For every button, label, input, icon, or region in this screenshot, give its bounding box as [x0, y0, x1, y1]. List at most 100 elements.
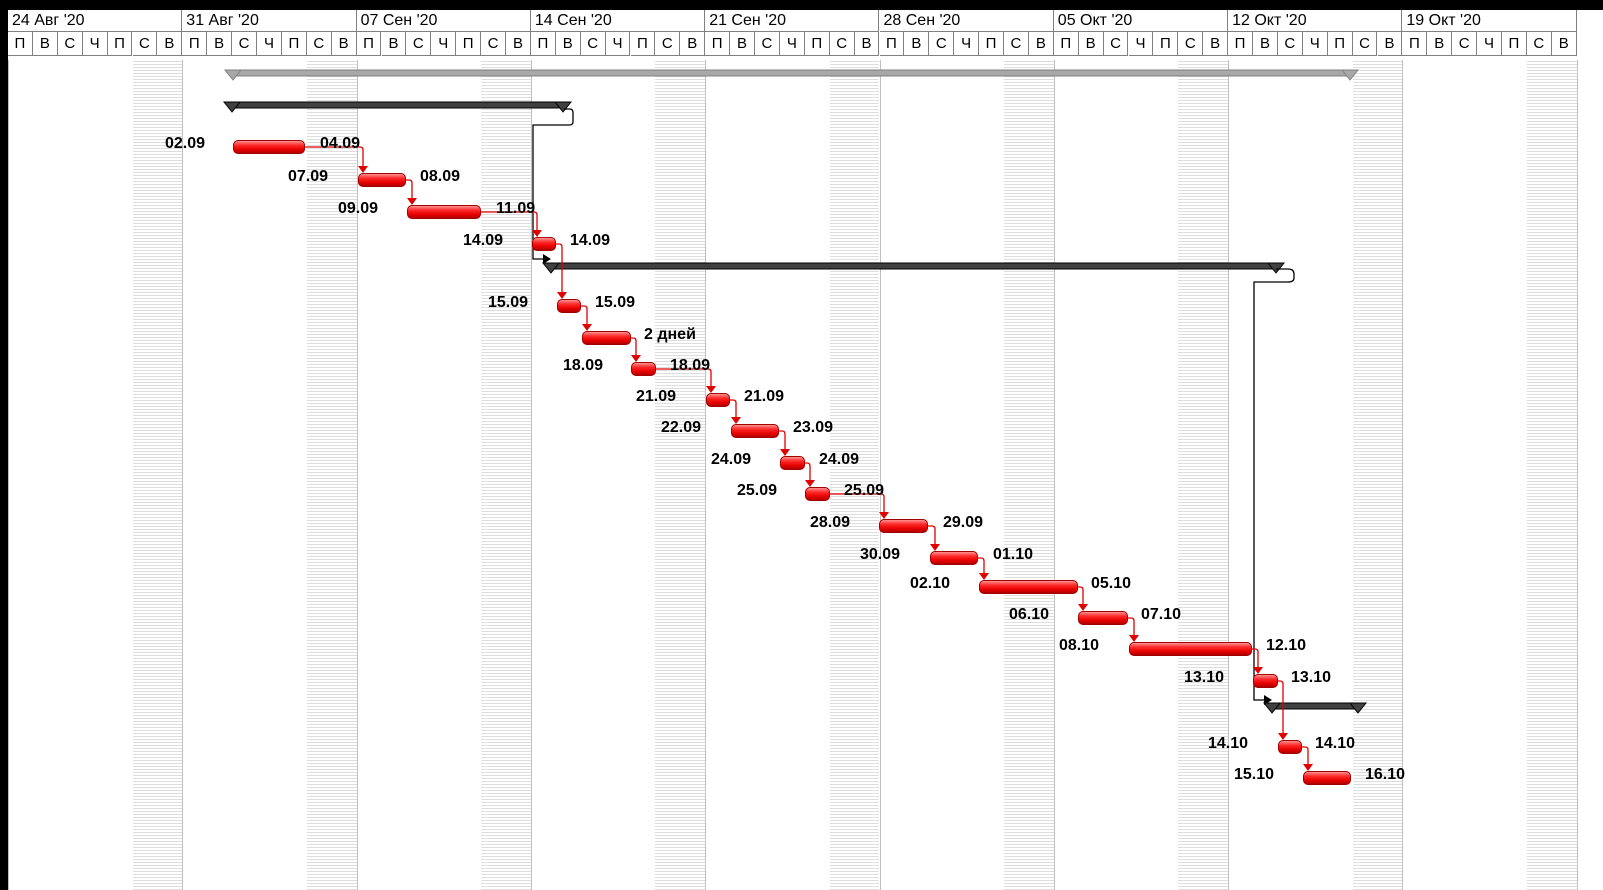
- dependency-link-arrow: [532, 230, 542, 237]
- task-bar[interactable]: [780, 456, 805, 470]
- task-start-date: 21.09: [636, 388, 677, 405]
- task-bar[interactable]: [631, 362, 656, 376]
- day-header: В: [331, 32, 357, 56]
- task-bar[interactable]: [1129, 642, 1252, 656]
- task-bar[interactable]: [731, 424, 779, 438]
- day-header: В: [854, 32, 880, 56]
- day-header: С: [929, 32, 955, 56]
- dependency-link: [830, 493, 885, 513]
- weekend-shading: [829, 60, 880, 890]
- task-bar[interactable]: [1078, 611, 1128, 625]
- task-end-date: 24.09: [819, 451, 860, 468]
- day-header: В: [1028, 32, 1054, 56]
- day-header: П: [1502, 32, 1527, 56]
- day-header: С: [1004, 32, 1029, 56]
- task-end-date: 14.09: [570, 232, 611, 249]
- week-header: 14 Сен '20: [530, 10, 706, 32]
- task-bar[interactable]: [805, 487, 830, 501]
- dependency-link-arrow: [805, 480, 815, 487]
- dependency-link: [305, 146, 364, 167]
- week-divider: [705, 60, 707, 890]
- task-end-date: 07.10: [1141, 606, 1182, 623]
- task-end-date: 12.10: [1266, 637, 1307, 654]
- dependency-link-arrow: [930, 544, 940, 551]
- day-header: С: [1103, 32, 1129, 56]
- day-header: С: [1452, 32, 1478, 56]
- task-start-date: 18.09: [563, 357, 604, 374]
- day-header: В: [207, 32, 233, 56]
- day-header: С: [232, 32, 257, 56]
- task-start-date: 15.10: [1234, 766, 1275, 783]
- phase-summary-bar-end-marker: [1348, 702, 1368, 714]
- task-bar[interactable]: [532, 237, 556, 251]
- day-header: Ч: [257, 32, 282, 56]
- day-header: В: [555, 32, 581, 56]
- day-header: П: [182, 32, 208, 56]
- dependency-link-arrow: [731, 417, 741, 424]
- day-header: Ч: [431, 32, 457, 56]
- day-header: В: [32, 32, 58, 56]
- task-bar[interactable]: [358, 173, 406, 187]
- dependency-link-arrow: [557, 292, 567, 299]
- task-start-date: 07.09: [288, 168, 329, 185]
- day-header: В: [904, 32, 930, 56]
- week-divider: [8, 60, 9, 890]
- task-bar[interactable]: [1253, 674, 1278, 688]
- task-bar[interactable]: [1303, 771, 1351, 785]
- task-bar[interactable]: [557, 299, 581, 313]
- day-header: П: [107, 32, 133, 56]
- weekend-shading: [481, 60, 531, 890]
- day-header: П: [879, 32, 905, 56]
- phase-summary-bar: [231, 101, 564, 109]
- day-header: П: [1053, 32, 1079, 56]
- task-start-date: 02.10: [910, 575, 951, 592]
- week-divider: [182, 60, 184, 890]
- task-bar[interactable]: [1278, 740, 1302, 754]
- task-end-date: 21.09: [744, 388, 785, 405]
- dependency-link-arrow: [979, 573, 989, 580]
- weekend-shading: [1352, 60, 1403, 890]
- day-header: Ч: [954, 32, 980, 56]
- task-end-date: 25.09: [844, 482, 885, 499]
- dependency-link-arrow: [1129, 635, 1139, 642]
- dependency-link: [1078, 586, 1084, 605]
- week-divider: [879, 60, 881, 890]
- dependency-link: [1302, 746, 1309, 765]
- task-bar[interactable]: [233, 140, 305, 154]
- weekend-shading: [655, 60, 706, 890]
- dependency-link-arrow: [1078, 604, 1088, 611]
- task-bar[interactable]: [582, 331, 631, 345]
- task-start-date: 02.09: [165, 135, 206, 152]
- task-bar[interactable]: [879, 519, 928, 533]
- phase-summary-bar-start-marker: [1262, 702, 1282, 714]
- gantt-chart: 24 Авг '20 П В С Ч П С В 31 Авг '20 П В С Ч П С В 07 Сен…: [6, 8, 1603, 890]
- timescale-header: 24 Авг '20 П В С Ч П С В 31 Авг '20 П В С Ч П С В 07 Сен…: [8, 10, 1603, 60]
- task-bar[interactable]: [979, 580, 1078, 594]
- task-bar[interactable]: [407, 205, 481, 219]
- gantt-chart-area[interactable]: 02.09 04.09 07.09 08.09 09.09 11.09 14.09 14.09…: [8, 60, 1603, 890]
- week-divider: [1228, 60, 1230, 890]
- week-header: 31 Авг '20: [182, 10, 357, 32]
- task-end-date: 16.10: [1365, 766, 1406, 783]
- day-header: С: [481, 32, 506, 56]
- task-bar[interactable]: [930, 551, 978, 565]
- day-header: П: [979, 32, 1004, 56]
- task-bar[interactable]: [706, 393, 730, 407]
- dependency-link: [1278, 680, 1284, 734]
- week-divider: [530, 60, 532, 890]
- summary-link: [1253, 268, 1295, 701]
- day-header: В: [157, 32, 183, 56]
- dependency-link: [556, 243, 563, 293]
- phase-summary-bar-end-marker: [1266, 262, 1286, 274]
- project-summary-bar-start-marker: [223, 69, 243, 81]
- weekend-shading: [1004, 60, 1054, 890]
- task-end-date: 2 дней: [644, 326, 696, 343]
- day-header: С: [132, 32, 158, 56]
- week-divider: [1053, 60, 1055, 890]
- phase-summary-bar: [1271, 702, 1359, 710]
- week-divider: [1576, 60, 1578, 890]
- task-start-date: 13.10: [1184, 669, 1225, 686]
- day-header: В: [1551, 32, 1577, 56]
- dependency-link: [1252, 648, 1259, 668]
- day-header: Ч: [1302, 32, 1328, 56]
